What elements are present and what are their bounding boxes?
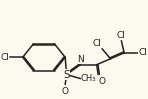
Text: Cl: Cl	[117, 31, 126, 40]
Text: Cl: Cl	[93, 39, 102, 48]
Text: S: S	[63, 70, 70, 80]
Text: O: O	[62, 87, 69, 96]
Text: N: N	[77, 55, 84, 64]
Text: Cl: Cl	[1, 53, 10, 62]
Text: Cl: Cl	[139, 48, 147, 57]
Text: CH₃: CH₃	[81, 74, 96, 83]
Text: O: O	[99, 77, 106, 86]
